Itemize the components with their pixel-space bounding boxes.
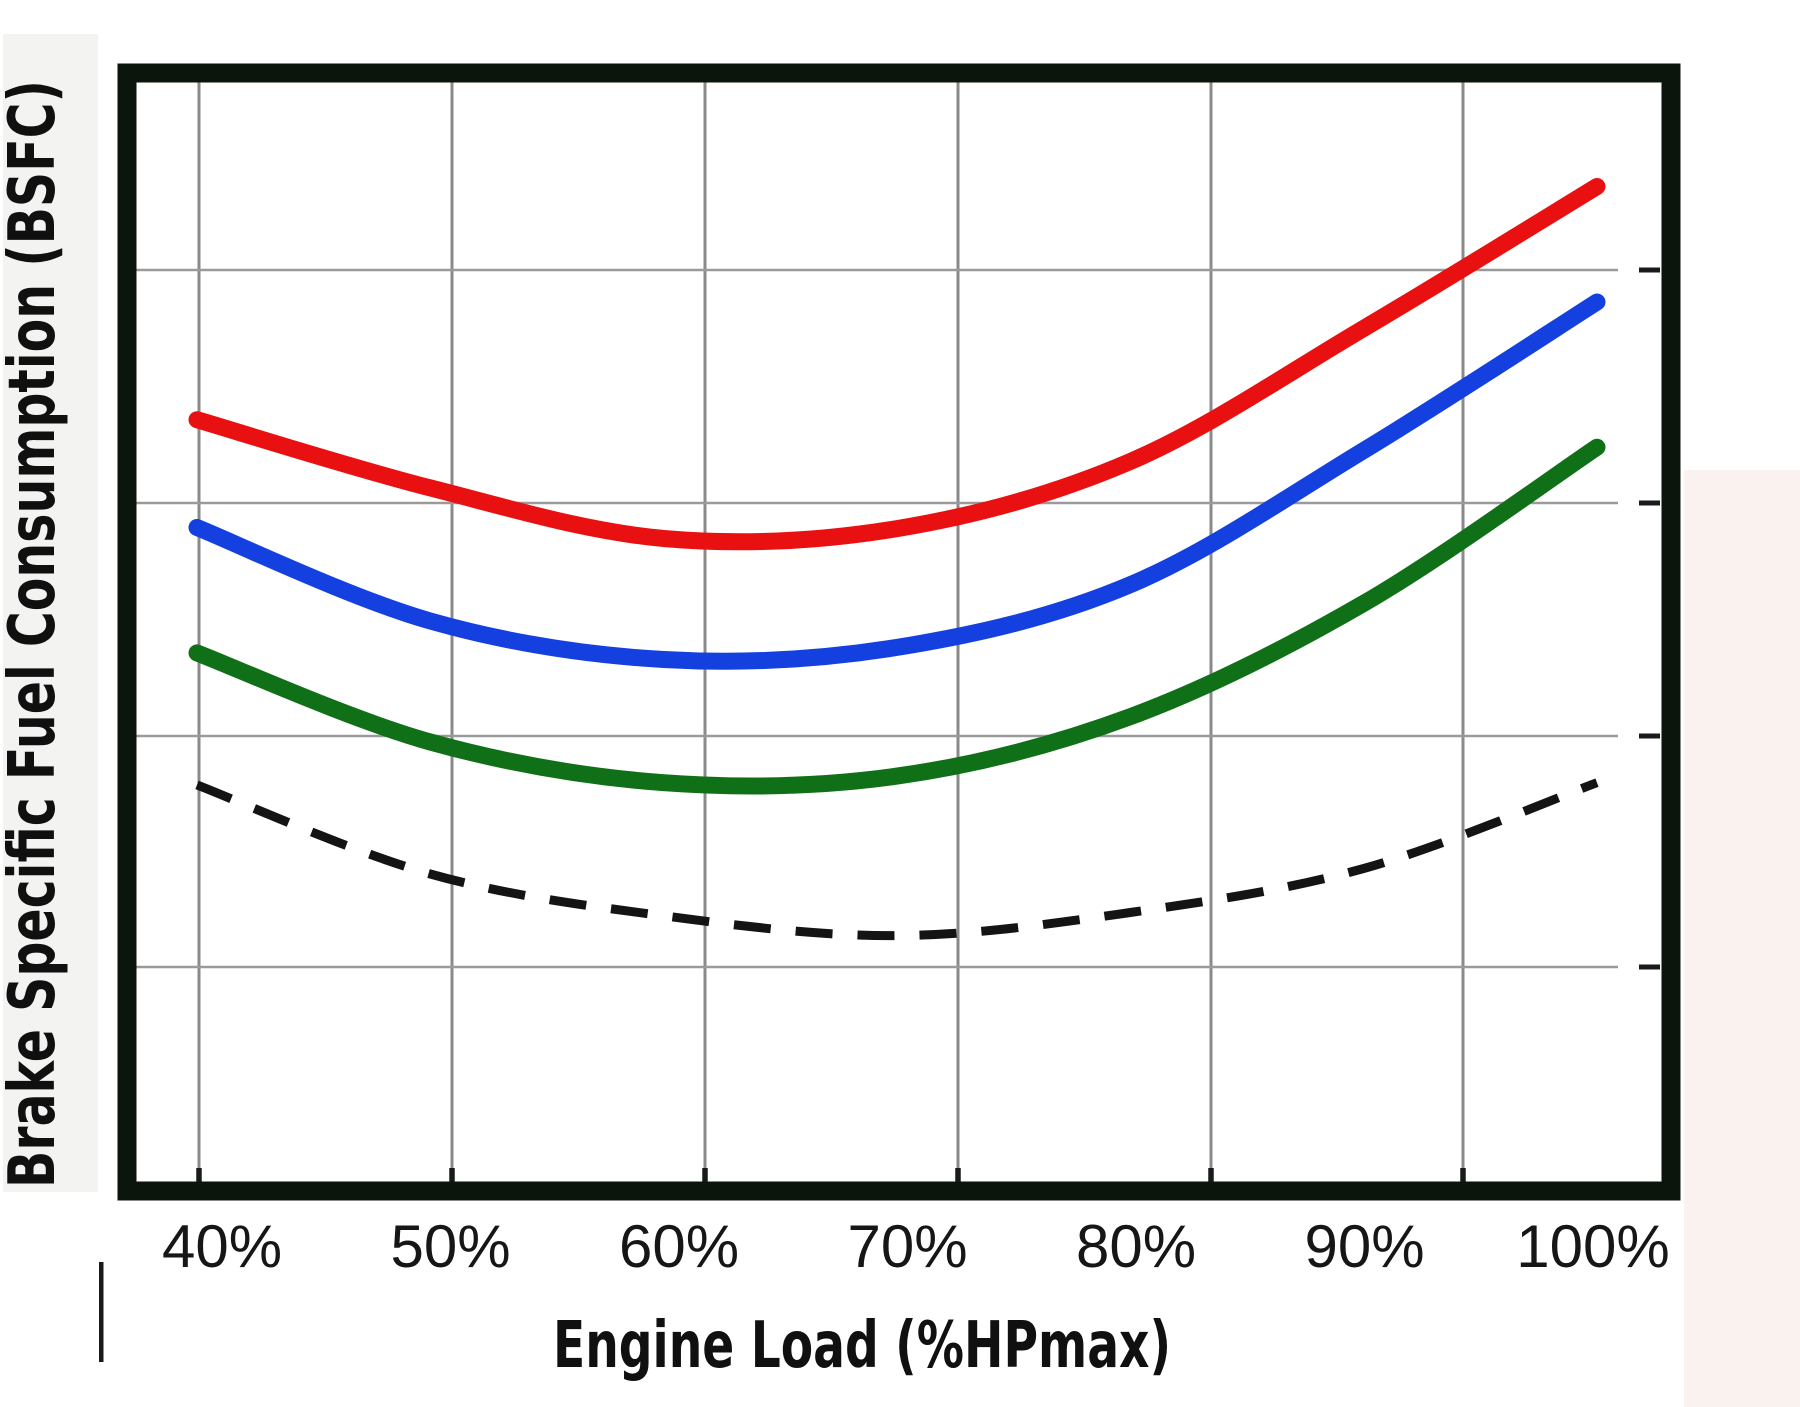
curve-red-solid [188, 178, 1606, 551]
y-label-band [3, 34, 98, 1192]
right-margin-tint [1684, 470, 1800, 1407]
x-tick-label: 100% [1516, 1213, 1669, 1280]
x-tick-label: 80% [1076, 1213, 1196, 1280]
chart-underlay [3, 34, 1800, 1407]
curve-black-dashed [195, 778, 1599, 941]
y-axis-title: Brake Specific Fuel Consumption (BSFC) [0, 80, 70, 1188]
curve-blue-solid [188, 293, 1606, 670]
x-axis-title: Engine Load (%HPmax) [553, 1309, 1171, 1383]
plot-area [117, 63, 1681, 1201]
axis-tail-artifact [99, 1262, 104, 1362]
x-tick-label: 60% [619, 1213, 739, 1280]
x-tick-label: 50% [390, 1213, 510, 1280]
x-tick-label: 70% [847, 1213, 967, 1280]
x-tick-labels: 40% 50% 60% 70% 80% 90% 100% [162, 1213, 1670, 1280]
x-tick-label: 90% [1304, 1213, 1424, 1280]
x-tick-label: 40% [162, 1213, 282, 1280]
curve-green-solid [188, 438, 1606, 795]
plot-border [117, 63, 1681, 1201]
